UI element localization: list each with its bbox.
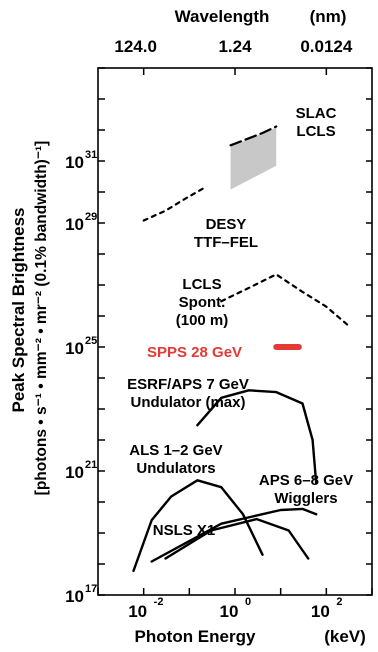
x-axis-unit: (keV): [324, 627, 366, 646]
top-tick-label: 1.24: [218, 37, 252, 56]
x-axis-title: Photon Energy (keV): [135, 627, 366, 646]
series-line: [229, 125, 278, 147]
y-tick-label: 10: [65, 215, 84, 234]
top-tick-label: 0.0124: [300, 37, 353, 56]
annotation-label: SPPS 28 GeV: [147, 344, 242, 361]
annotation-line: SLAC: [296, 105, 337, 122]
annotation-line: LCLS: [182, 276, 221, 293]
annotation-line: SPPS 28 GeV: [147, 344, 242, 361]
y-tick-exponent: 31: [85, 149, 97, 161]
annotation-line: Spont.: [179, 294, 226, 311]
x-axis-label: Photon Energy: [135, 627, 256, 646]
series-layer: [132, 125, 350, 573]
annotation-line: LCLS: [296, 123, 335, 140]
y-tick-exponent: 25: [85, 335, 97, 347]
x-tick-label: 10: [128, 602, 147, 621]
annotation-line: ESRF/APS 7 GeV: [127, 376, 249, 393]
x-tick-label: 10: [220, 602, 239, 621]
series-line: [164, 517, 310, 560]
annotation-label: ALS 1–2 GeV Undulators: [129, 442, 222, 477]
annotation-label: DESY TTF–FEL: [194, 216, 258, 251]
x-tick-label: 10: [311, 602, 330, 621]
annotation-label: ESRF/APS 7 GeV Undulator (max): [127, 376, 249, 411]
series-line: [220, 273, 350, 327]
y-tick-exponent: 21: [85, 459, 97, 471]
y-tick-exponent: 17: [85, 583, 97, 595]
annotation-line: Wigglers: [274, 490, 337, 507]
y-axis-unit: [photons • s⁻¹ • mm⁻² • mr⁻² (0.1% bandw…: [33, 141, 50, 496]
annotation-line: DESY: [206, 216, 247, 233]
y-tick-label: 10: [65, 339, 84, 358]
x-tick-exponent: -2: [154, 596, 164, 608]
y-tick-label: 10: [65, 463, 84, 482]
series-line: [150, 507, 318, 563]
band-layer: [230, 127, 277, 190]
series-line: [196, 389, 318, 485]
annotation-line: APS 6–8 GeV: [259, 472, 353, 489]
series-band: [230, 127, 277, 190]
annotation-line: Undulator (max): [130, 394, 245, 411]
series-line: [142, 187, 205, 222]
y-axis-title: Peak Spectral Brightness [photons • s⁻¹ …: [9, 141, 50, 496]
top-axis-unit: (nm): [310, 7, 347, 26]
x-tick-exponent: 2: [336, 596, 342, 608]
top-axis: Wavelength (nm) 124.0 1.24 0.0124: [114, 7, 353, 75]
y-axis-label: Peak Spectral Brightness: [9, 207, 28, 412]
annotation-line: ALS 1–2 GeV: [129, 442, 222, 459]
annotation-label: SLAC LCLS: [296, 105, 337, 140]
annotation-line: TTF–FEL: [194, 234, 258, 251]
annotation-line: Undulators: [136, 460, 215, 477]
y-tick-label: 10: [65, 153, 84, 172]
y-tick-label: 10: [65, 587, 84, 606]
x-tick-exponent: 0: [245, 596, 251, 608]
annotation-line: NSLS X1: [153, 522, 216, 539]
top-axis-label: Wavelength: [175, 7, 270, 26]
top-axis-ticks: 124.0 1.24 0.0124: [114, 37, 353, 75]
top-tick-label: 124.0: [114, 37, 157, 56]
x-axis-ticks: 10 -2 10 0 10 2: [97, 588, 373, 621]
annotation-label: APS 6–8 GeV Wigglers: [259, 472, 353, 507]
annotation-label: NSLS X1: [153, 522, 216, 539]
y-tick-exponent: 29: [85, 211, 97, 223]
annotation-line: (100 m): [176, 312, 229, 329]
annotation-label: LCLS Spont. (100 m): [176, 276, 229, 329]
series-line: [132, 479, 264, 573]
